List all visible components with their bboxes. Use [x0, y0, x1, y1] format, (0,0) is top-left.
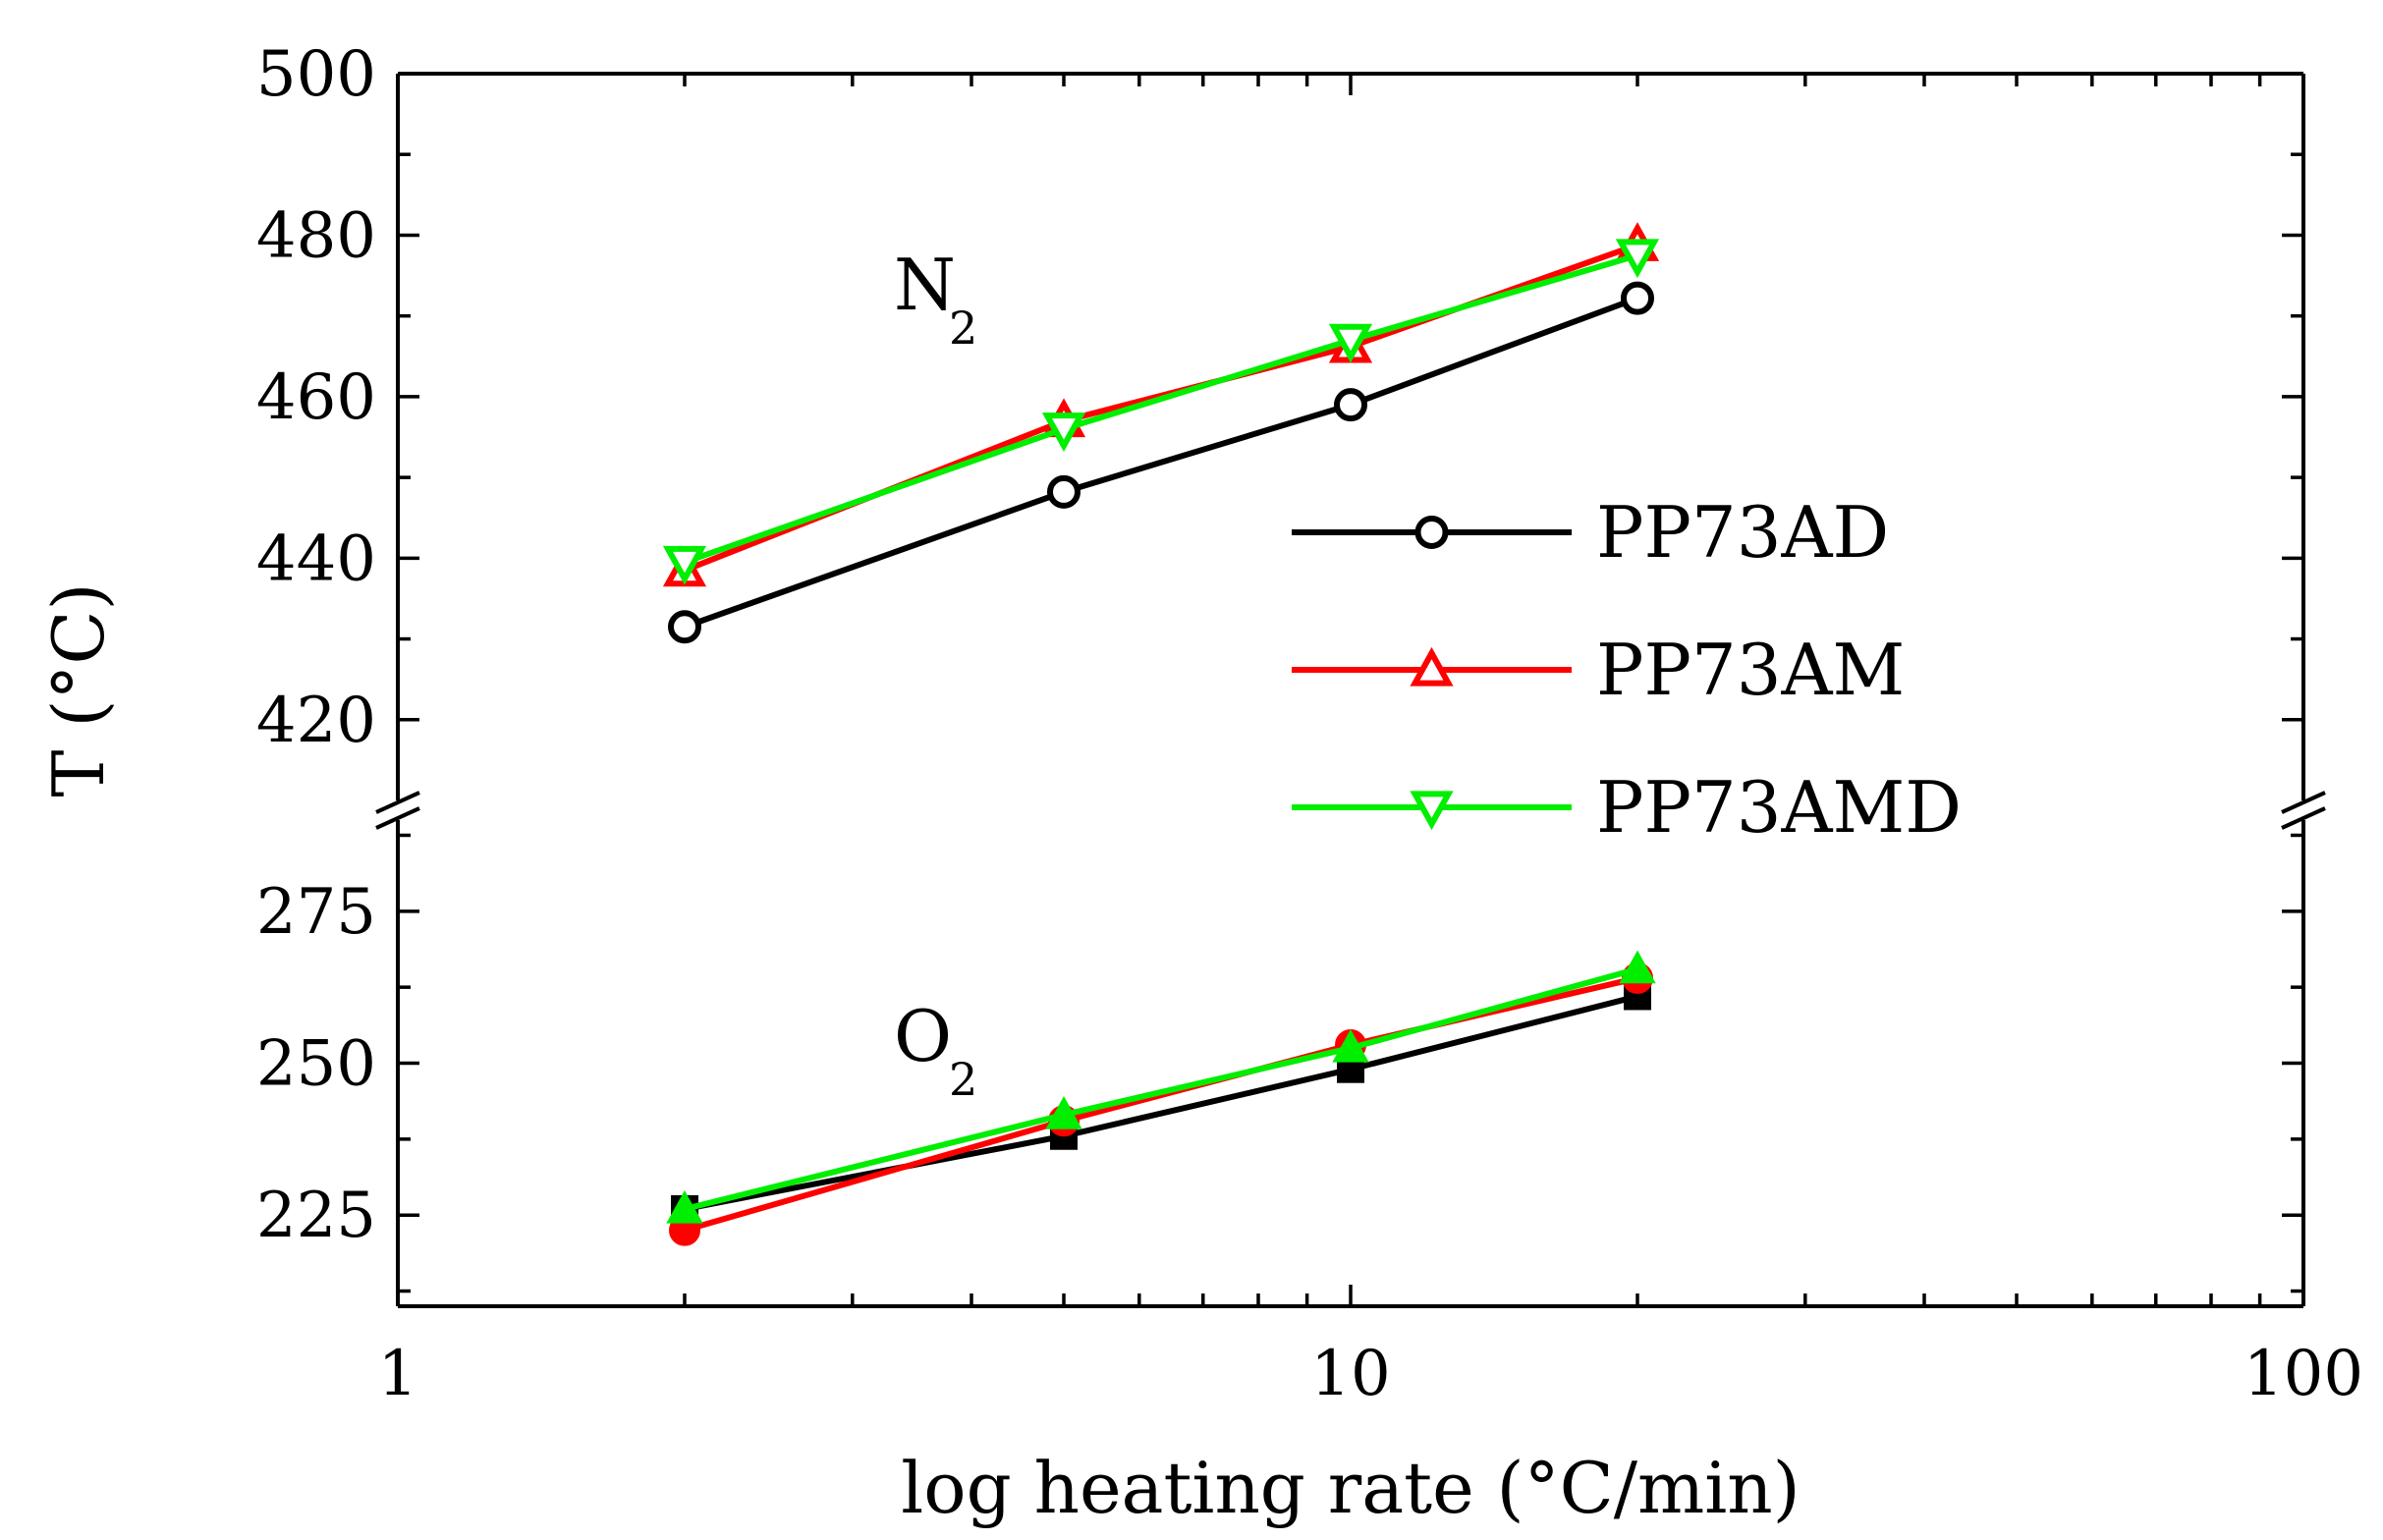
axis-break-mark-left — [375, 806, 420, 830]
y-tick-label-lower: 250 — [256, 1028, 376, 1101]
marker-filled-triangle-up — [666, 1189, 703, 1224]
axis-ticks — [396, 72, 2305, 1306]
y-tick-label-upper: 500 — [256, 38, 376, 111]
marker-filled-triangle-up — [1045, 1096, 1082, 1129]
marker-open-triangle-down — [662, 545, 707, 585]
legend-item-PP73AMD: PP73AMD — [1292, 766, 1962, 849]
y-axis-title: T (°C) — [37, 582, 120, 797]
annotation-o2: O — [894, 995, 952, 1077]
legend-label: PP73AD — [1596, 491, 1889, 574]
series-line — [684, 965, 1638, 1212]
legend: PP73AD PP73AM PP73AMD — [1292, 491, 1962, 849]
series-PP73AMD-O2 — [666, 950, 1656, 1224]
y-tick-label-lower: 225 — [256, 1180, 376, 1252]
series-line — [684, 252, 1638, 566]
axis-labels: 1 10 100 420 440 460 480 500 225 250 275 log heatin… — [37, 38, 2363, 1529]
series-PP73AMD-N2 — [662, 239, 1660, 585]
series-line — [683, 295, 1639, 631]
marker-open-triangle-down — [1410, 791, 1454, 831]
marker-open-circle — [1620, 281, 1654, 315]
annotation-n2: N — [894, 244, 956, 326]
marker-open-circle — [1047, 474, 1081, 509]
marker-filled-triangle-up — [1332, 1028, 1369, 1063]
x-tick-label: 100 — [2244, 1338, 2363, 1410]
marker-open-triangle-down — [1328, 323, 1373, 363]
annotation-n2-subscript: 2 — [949, 302, 977, 355]
legend-item-PP73AM: PP73AM — [1292, 629, 1905, 711]
legend-item-PP73AD: PP73AD — [1292, 491, 1889, 574]
series-PP73AD-N2 — [667, 281, 1654, 644]
y-tick-label-lower: 275 — [256, 876, 376, 949]
plot-frame — [375, 72, 2326, 1308]
axis-break-mark-left — [375, 791, 420, 814]
x-tick-label: 1 — [378, 1338, 418, 1410]
axis-break-mark-right — [2281, 806, 2326, 830]
x-axis-title: log heating rate (°C/min) — [901, 1447, 1801, 1529]
marker-open-circle — [1334, 388, 1367, 422]
y-tick-label-upper: 440 — [256, 522, 376, 595]
x-tick-label: 10 — [1310, 1338, 1390, 1410]
marker-open-circle — [667, 610, 701, 644]
marker-open-circle — [1414, 516, 1449, 549]
y-tick-label-upper: 480 — [256, 199, 376, 272]
y-tick-label-upper: 460 — [256, 361, 376, 434]
marker-filled-triangle-up — [1619, 950, 1656, 984]
y-tick-label-upper: 420 — [256, 685, 376, 757]
marker-open-triangle-up — [1410, 646, 1454, 687]
series-layer — [662, 222, 1660, 1246]
axis-break-mark-right — [2281, 791, 2326, 814]
annotation-o2-subscript: 2 — [949, 1053, 977, 1106]
marker-open-triangle-down — [1615, 239, 1660, 279]
legend-label: PP73AMD — [1596, 766, 1962, 849]
legend-label: PP73AM — [1596, 629, 1905, 711]
marker-open-triangle-down — [1041, 412, 1086, 452]
